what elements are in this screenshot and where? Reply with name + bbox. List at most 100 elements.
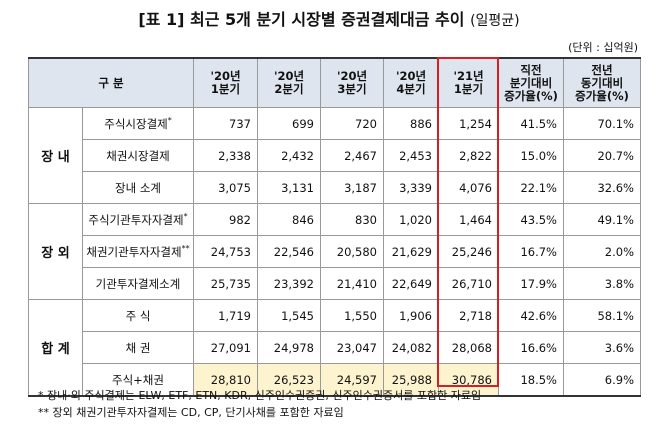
- label-text: 주식+채권: [112, 372, 164, 387]
- group-label: 장 외: [28, 203, 83, 300]
- row: 장 내 주식시장결제* 737 699 720 886 1,254 41.5% 70.1%: [28, 107, 641, 204]
- cell: 1,906: [383, 299, 439, 332]
- cell: 21,629: [383, 235, 439, 268]
- row-label: 채권시장결제: [82, 139, 194, 172]
- cell: 16.7%: [498, 235, 564, 268]
- footnote-mark: *: [167, 115, 172, 125]
- column-header: 전년 동기대비 증가율(%): [563, 57, 641, 108]
- cell: 22.1%: [498, 171, 564, 204]
- row: 장내 소계 3,075 3,131 3,187 3,339 4,076 22.1% 32.6%: [29, 171, 641, 204]
- cell: 25,735: [193, 267, 258, 300]
- cell: 16.6%: [498, 331, 564, 364]
- cell: 24,978: [257, 331, 321, 364]
- cell: 49.1%: [563, 203, 641, 236]
- header-line: 증가율(%): [504, 88, 558, 103]
- cell: 17.9%: [498, 267, 564, 300]
- row: 채권시장결제 2,338 2,432 2,467 2,453 2,822 15.0% 20.7…: [29, 139, 641, 172]
- header-line: 1분기: [210, 82, 241, 96]
- cell: 3,075: [193, 171, 258, 204]
- cell: 42.6%: [498, 299, 564, 332]
- cell: 3,187: [320, 171, 384, 204]
- row: 합 계 주 식 1,719 1,545 1,550 1,906 2,718 42.6% 58.1…: [28, 299, 641, 397]
- cell: 2,432: [257, 139, 321, 172]
- cell: 3.8%: [563, 267, 641, 300]
- cell: 20,580: [320, 235, 384, 268]
- header-line: '21년: [453, 69, 484, 83]
- header-line: 3분기: [337, 82, 367, 96]
- row: 채권기관투자자결제** 24,753 22,546 20,580 21,629 25,24…: [29, 235, 641, 268]
- title: [표 1] 최근 5개 분기 시장별 증권결제대금 추이 (일평균): [0, 6, 658, 30]
- label-text: 주식기관투자자결제: [88, 212, 184, 227]
- row: 채 권 27,091 24,978 23,047 24,082 28,068 16.6% 3.…: [29, 331, 641, 364]
- cell: 22,546: [257, 235, 321, 268]
- header-line: 증가율(%): [575, 88, 629, 103]
- cell: 28,068: [438, 331, 499, 364]
- header-line: '20년: [336, 69, 368, 83]
- label-text: 주 식: [125, 308, 151, 323]
- cell: 1,719: [193, 299, 258, 332]
- cell: 58.1%: [563, 299, 641, 332]
- cell: 886: [383, 107, 439, 140]
- cell: 2,338: [193, 139, 258, 172]
- title-note: (일평균): [470, 13, 520, 29]
- row: 기관투자결제소계 25,735 23,392 21,410 22,649 26,710 17…: [29, 267, 641, 300]
- cell: 1,020: [383, 203, 439, 236]
- cell: 1,254: [438, 107, 499, 140]
- cell: 2,453: [383, 139, 439, 172]
- cell: 43.5%: [498, 203, 564, 236]
- row: 주식+채권 28,810 26,523 24,597 25,988 30,786 18.5%…: [29, 363, 641, 397]
- cell: 3.6%: [563, 331, 641, 364]
- column-header: '20년 2분기: [257, 57, 321, 108]
- column-header: '20년 1분기: [193, 57, 258, 108]
- cell: 2,718: [438, 299, 499, 332]
- cell: 6.9%: [563, 363, 641, 397]
- cell: 3,339: [383, 171, 439, 204]
- cell: 26,710: [438, 267, 499, 300]
- cell: 23,392: [257, 267, 321, 300]
- row-label: 장내 소계: [82, 171, 194, 204]
- row-label: 채권기관투자자결제**: [82, 235, 194, 268]
- header-line: 분기대비: [509, 75, 553, 90]
- header-row: 구 분 '20년 1분기 '20년 2분기 '20년 3분기 '20년 4분기 '21년 1분기 직전…: [28, 57, 641, 108]
- cell: 1,545: [257, 299, 321, 332]
- cell: 1,550: [320, 299, 384, 332]
- cell: 4,076: [438, 171, 499, 204]
- cell: 24,597: [320, 363, 384, 397]
- cell: 699: [257, 107, 321, 140]
- cell: 26,523: [257, 363, 321, 397]
- cell: 32.6%: [563, 171, 641, 204]
- footnote-mark: *: [183, 211, 188, 221]
- cell: 720: [320, 107, 384, 140]
- cell: 830: [320, 203, 384, 236]
- cell: 27,091: [193, 331, 258, 364]
- cell: 24,753: [193, 235, 258, 268]
- label-text: 채권시장결제: [106, 148, 170, 163]
- row-label: 주식시장결제*: [82, 107, 194, 140]
- label-text: 장내 소계: [115, 180, 161, 195]
- cell: 15.0%: [498, 139, 564, 172]
- label-text: 채 권: [125, 340, 151, 355]
- header-line: 4분기: [396, 82, 426, 96]
- cell: 30,786: [438, 363, 499, 397]
- cell: 2,467: [320, 139, 384, 172]
- note: * 장내·외 주식결제는 ELW, ETF, ETN, KDR, 신주인수권증권…: [38, 389, 482, 402]
- cell: 41.5%: [498, 107, 564, 140]
- table: 구 분 '20년 1분기 '20년 2분기 '20년 3분기 '20년 4분기 '21년 1분기 직전…: [28, 57, 641, 397]
- cell: 2.0%: [563, 235, 641, 268]
- cell: 737: [193, 107, 258, 140]
- cell: 22,649: [383, 267, 439, 300]
- column-header: '20년 3분기: [320, 57, 384, 108]
- cell: 20.7%: [563, 139, 641, 172]
- cell: 1,464: [438, 203, 499, 236]
- row-label: 기관투자결제소계: [82, 267, 194, 300]
- notes: * 장내·외 주식결제는 ELW, ETF, ETN, KDR, 신주인수권증권…: [38, 387, 481, 421]
- header-line: 1분기: [453, 82, 484, 96]
- header-line: 동기대비: [580, 75, 624, 90]
- column-header: '21년 1분기: [438, 57, 499, 108]
- header-line: 직전: [520, 62, 542, 77]
- column-header: '20년 4분기: [383, 57, 439, 108]
- column-header: 직전 분기대비 증가율(%): [498, 57, 564, 108]
- cell: 23,047: [320, 331, 384, 364]
- label-text: 기관투자결제소계: [95, 276, 181, 291]
